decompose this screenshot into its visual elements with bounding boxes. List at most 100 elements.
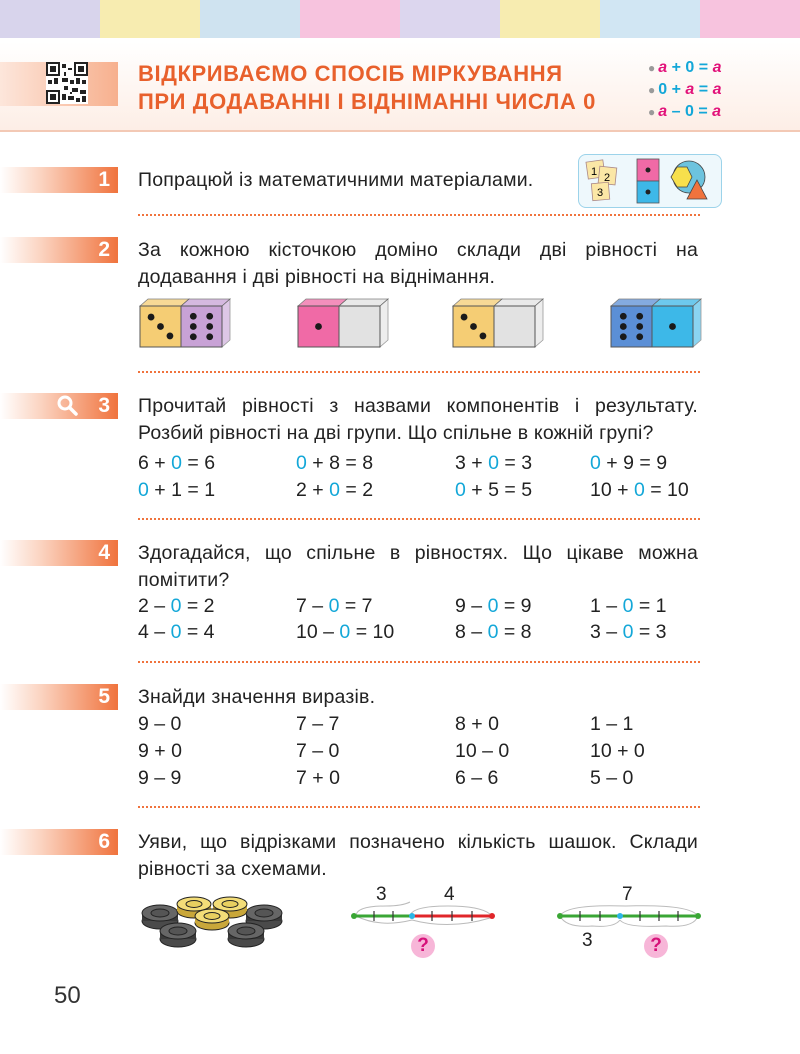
equation-token: – (606, 595, 618, 617)
expression: 7 + 0 (296, 767, 340, 789)
expression: 5 – 0 (590, 767, 634, 789)
scheme-2-part-label: 3 (582, 930, 593, 951)
equation-token: 0 (455, 479, 466, 501)
equation-token: 10 (372, 621, 395, 643)
equation-token: 10 (590, 479, 612, 501)
equation: 10 + 0 = 10 (590, 477, 689, 503)
equation-token: 0 (590, 452, 601, 474)
color-stripe (700, 0, 800, 38)
equation-token: 0 (138, 479, 149, 501)
task-number-2: 2 (0, 237, 118, 263)
equation-token: = (503, 595, 516, 617)
scheme-1-right-label: 4 (444, 884, 455, 905)
equation-token: = (503, 621, 516, 643)
equation-token: 0 (328, 595, 340, 617)
equation-token: 9 (623, 452, 634, 474)
equation-token: 0 (329, 479, 340, 501)
equation: 1 – 0 = 1 (590, 593, 667, 619)
equation-token: + (617, 479, 629, 501)
dominoes-row (138, 298, 703, 348)
equation-token: – (312, 595, 324, 617)
header-divider (0, 130, 800, 132)
equation-token: 1 (204, 479, 216, 501)
rule-a-plus-0: ● a + 0 = a (648, 59, 722, 76)
equation-token: 0 (488, 452, 499, 474)
equation-token: 0 (171, 452, 182, 474)
equation-token: 7 (361, 595, 373, 617)
equation-token: 4 (203, 621, 215, 643)
equation-token: 0 (296, 452, 307, 474)
equation-token: 8 (329, 452, 340, 474)
equation-token: = (355, 621, 368, 643)
task-number-4: 4 (0, 540, 118, 566)
equation-token: – (154, 621, 166, 643)
equation: 4 – 0 = 4 (138, 619, 215, 645)
title-line-2: ПРИ ДОДАВАННІ І ВІДНІМАННІ ЧИСЛА 0 (138, 89, 596, 114)
scheme-2-total-label: 7 (622, 884, 633, 905)
separator (138, 806, 700, 808)
task-number-5: 5 (0, 684, 118, 710)
equation-token: – (606, 621, 618, 643)
separator (138, 214, 700, 216)
equation-token: 0 (487, 595, 499, 617)
equation: 9 – 0 = 9 (455, 593, 532, 619)
color-stripe (100, 0, 200, 38)
domino-tile (296, 298, 390, 348)
task-6-text: Уяви, що відрізками позначено кількість … (138, 831, 698, 880)
equation-token: 2 (138, 595, 149, 617)
magnifier-icon (57, 395, 78, 416)
qr-code-icon[interactable] (46, 62, 88, 104)
color-stripe (0, 0, 100, 38)
equation: 0 + 1 = 1 (138, 477, 215, 503)
scheme-1-left-label: 3 (376, 884, 387, 905)
equation-token: = (504, 452, 516, 474)
equation-token: 3 (521, 452, 533, 474)
top-color-stripes (0, 0, 800, 38)
equation-token: 0 (170, 621, 182, 643)
expression: 10 + 0 (590, 740, 645, 762)
equation-token: + (154, 452, 166, 474)
equation-token: 0 (487, 621, 499, 643)
page-number: 50 (54, 982, 81, 1009)
domino-tile (138, 298, 232, 348)
task-3-text: Прочитай рівності з назвами компонентів … (138, 395, 698, 444)
expression: 7 – 0 (296, 740, 340, 762)
equation-token: = (638, 621, 651, 643)
separator (138, 371, 700, 373)
equation-token: = (345, 452, 357, 474)
card-2-label: 2 (604, 172, 610, 184)
expression: 9 – 9 (138, 767, 182, 789)
equation-token: 0 (622, 595, 634, 617)
equation-token: 1 (590, 595, 601, 617)
equation-token: + (154, 479, 166, 501)
equation-token: 3 (455, 452, 466, 474)
rule-a-minus-0: ● a – 0 = a (648, 103, 722, 120)
expression: 10 – 0 (455, 740, 510, 762)
equation: 6 + 0 = 6 (138, 450, 215, 476)
expression: 9 – 0 (138, 713, 182, 735)
color-stripe (600, 0, 700, 38)
equation-token: 1 (171, 479, 182, 501)
equation-token: 1 (655, 595, 667, 617)
expression: 6 – 6 (455, 767, 499, 789)
equation: 2 – 0 = 2 (138, 593, 215, 619)
equation: 0 + 8 = 8 (296, 450, 373, 476)
equation: 3 + 0 = 3 (455, 450, 532, 476)
equation: 0 + 9 = 9 (590, 450, 667, 476)
equation: 3 – 0 = 3 (590, 619, 667, 645)
question-mark-badge: ? (644, 934, 668, 958)
scheme-2-segments (557, 905, 701, 927)
equation-token: – (154, 595, 166, 617)
color-stripe (500, 0, 600, 38)
equation-token: 0 (633, 479, 645, 501)
equation-token: + (606, 452, 618, 474)
equation-token: 4 (138, 621, 149, 643)
task-2-text: За кожною кісточкою доміно склади дві рі… (138, 239, 698, 288)
equation-token: 9 (656, 452, 668, 474)
equation-token: = (187, 452, 199, 474)
equation: 0 + 5 = 5 (455, 477, 532, 503)
equation-token: 8 (520, 621, 532, 643)
equation-token: 6 (204, 452, 216, 474)
equation-token: 2 (203, 595, 215, 617)
equation-token: = (650, 479, 662, 501)
